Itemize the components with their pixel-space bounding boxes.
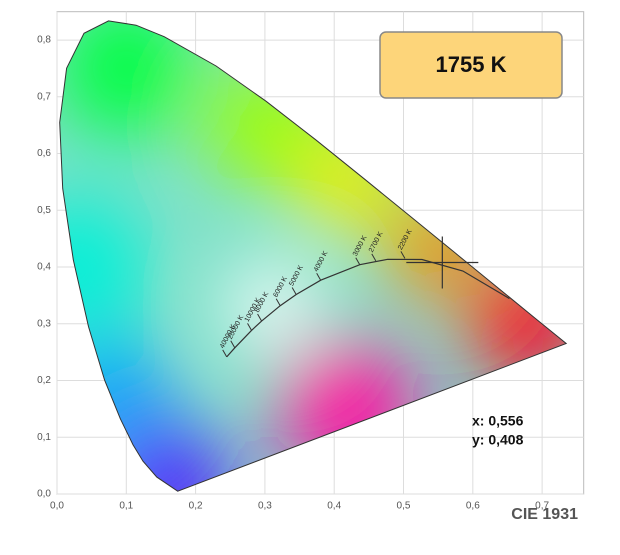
chart-title: CIE 1931 [511, 506, 578, 523]
isotherm-tick [275, 298, 281, 306]
x-tick-label: 0,4 [327, 501, 341, 512]
y-tick-label: 0,8 [37, 35, 51, 46]
isotherm-tick [400, 251, 406, 259]
x-tick-label: 0,1 [119, 501, 133, 512]
cct-box [379, 31, 563, 99]
y-tick-label: 0,4 [37, 262, 51, 273]
y-tick-label: 0,6 [37, 148, 51, 159]
spectral-locus [59, 20, 568, 492]
y-tick-label: 0,2 [37, 375, 51, 386]
isotherm-tick [257, 313, 263, 322]
readout-x: x: 0,556 [472, 413, 524, 429]
y-tick-label: 0,1 [37, 432, 51, 443]
planckian-locus [226, 258, 510, 358]
cct-marker [406, 236, 479, 289]
x-tick-label: 0,5 [397, 501, 411, 512]
isotherm-tick [316, 272, 322, 281]
isotherm-tick [291, 287, 297, 295]
x-tick-label: 0,0 [50, 501, 64, 512]
isotherm-tick [371, 253, 377, 262]
x-tick-label: 0,6 [466, 501, 480, 512]
readout-y: y: 0,408 [472, 432, 524, 448]
y-tick-label: 0,0 [37, 489, 51, 500]
x-tick-label: 0,3 [258, 501, 272, 512]
x-tick-label: 0,7 [535, 501, 549, 512]
y-tick-label: 0,7 [37, 91, 51, 102]
y-tick-label: 0,5 [37, 205, 51, 216]
isotherm-tick [230, 340, 236, 349]
isotherm-tick [355, 257, 361, 265]
cct-readout: 1755 K [436, 52, 507, 77]
isotherm-tick [247, 323, 252, 331]
x-tick-label: 0,2 [189, 501, 203, 512]
y-tick-label: 0,3 [37, 318, 51, 329]
isotherm-tick [222, 349, 228, 358]
